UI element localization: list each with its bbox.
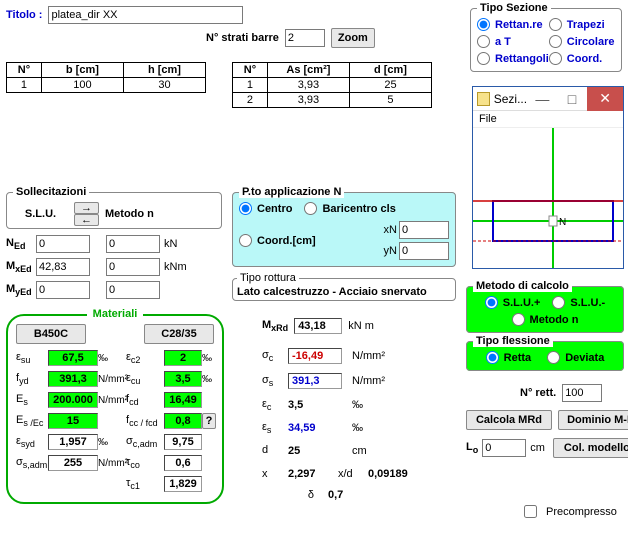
- metodocalc-legend: Metodo di calcolo: [473, 280, 572, 292]
- mxrd-label: MxRd: [262, 319, 288, 333]
- tipo-sezione-circolare[interactable]: Circolare: [549, 35, 615, 48]
- metodo-label: Metodo n: [105, 208, 154, 220]
- nstrati-label: N° strati barre: [206, 32, 279, 44]
- precompresso-checkbox[interactable]: Precompresso: [520, 502, 617, 521]
- steel-button[interactable]: B450C: [16, 324, 86, 344]
- window-title: Sezi...: [494, 92, 527, 106]
- xd-val: 0,09189: [368, 468, 408, 480]
- maximize-button[interactable]: □: [558, 89, 587, 109]
- section-table: N°b [cm]h [cm] 110030: [6, 62, 206, 93]
- tipo-sezione-trapezi[interactable]: Trapezi: [549, 18, 615, 31]
- lo-input[interactable]: [482, 439, 526, 457]
- lo-unit: cm: [530, 442, 545, 454]
- section-canvas: N: [473, 128, 623, 268]
- tipo-sezione-rettan.re[interactable]: Rettan.re: [477, 18, 549, 31]
- tipo-sezione-rettangoli[interactable]: Rettangoli: [477, 52, 549, 65]
- tipo-sezione-coord.[interactable]: Coord.: [549, 52, 615, 65]
- tipo-sezione-a t[interactable]: a T: [477, 35, 549, 48]
- calcola-button[interactable]: Calcola MRd: [466, 410, 552, 430]
- sollec-legend: Sollecitazioni: [13, 186, 89, 198]
- file-menu[interactable]: File: [473, 111, 623, 128]
- arrow-left-button[interactable]: ←: [74, 214, 99, 226]
- tipofless-legend: Tipo flessione: [473, 335, 553, 347]
- bars-table: N°As [cm²]d [cm] 13,932523,935: [232, 62, 432, 108]
- coord-radio[interactable]: Coord.[cm]: [239, 234, 316, 247]
- tiporottura-legend: Tipo rottura: [237, 272, 299, 284]
- section-window: Sezi... — □ ✕ File N: [472, 86, 624, 269]
- x-val: 2,297: [288, 468, 332, 480]
- mxrd-unit: kN m: [348, 320, 374, 332]
- svg-text:N: N: [559, 217, 566, 228]
- xn-label: xN: [384, 224, 397, 236]
- x-label: x: [262, 468, 282, 480]
- nrett-label: N° rett.: [520, 387, 556, 399]
- arrow-right-button[interactable]: →: [74, 202, 99, 214]
- delta-val: 0,7: [328, 489, 343, 501]
- yn-input[interactable]: [399, 242, 449, 260]
- mc-Metodo n[interactable]: Metodo n: [512, 313, 579, 326]
- baricentro-radio[interactable]: Baricentro cls: [304, 202, 395, 215]
- materiali-legend: Materiali: [87, 308, 144, 320]
- force-Ed-2[interactable]: [106, 235, 160, 253]
- close-button[interactable]: ✕: [587, 87, 623, 111]
- xd-label: x/d: [338, 468, 362, 480]
- tf-Deviata[interactable]: Deviata: [547, 351, 604, 364]
- tipo-sezione-legend: Tipo Sezione: [477, 2, 551, 14]
- concrete-button[interactable]: C28/35: [144, 324, 214, 344]
- minimize-button[interactable]: —: [528, 89, 557, 109]
- delta-label: δ: [262, 489, 322, 501]
- window-icon: [477, 92, 490, 106]
- pton-legend: P.to applicazione N: [239, 186, 344, 198]
- mc-S.L.U.+[interactable]: S.L.U.+: [485, 296, 541, 309]
- force-yEd-2[interactable]: [106, 281, 160, 299]
- dominio-button[interactable]: Dominio M-N: [558, 410, 628, 430]
- tiporottura-text: Lato calcestruzzo - Acciaio snervato: [237, 286, 451, 298]
- nrett-input[interactable]: [562, 384, 602, 402]
- lo-label: Lo: [466, 441, 478, 455]
- colmodello-button[interactable]: Col. modello: [553, 438, 628, 458]
- force-xEd-1[interactable]: [36, 258, 90, 276]
- help-button[interactable]: ?: [202, 413, 216, 429]
- nstrati-input[interactable]: [285, 29, 325, 47]
- zoom-button[interactable]: Zoom: [331, 28, 375, 48]
- force-yEd-1[interactable]: [36, 281, 90, 299]
- mxrd-value: 43,18: [294, 318, 342, 334]
- titolo-label: Titolo :: [6, 9, 42, 21]
- centro-radio[interactable]: Centro: [239, 202, 292, 215]
- force-Ed-1[interactable]: [36, 235, 90, 253]
- force-xEd-2[interactable]: [106, 258, 160, 276]
- slu-label: S.L.U.: [13, 208, 68, 220]
- xn-input[interactable]: [399, 221, 449, 239]
- titolo-input[interactable]: [48, 6, 243, 24]
- yn-label: yN: [384, 245, 397, 257]
- mc-S.L.U.-[interactable]: S.L.U.-: [552, 296, 605, 309]
- tf-Retta[interactable]: Retta: [486, 351, 532, 364]
